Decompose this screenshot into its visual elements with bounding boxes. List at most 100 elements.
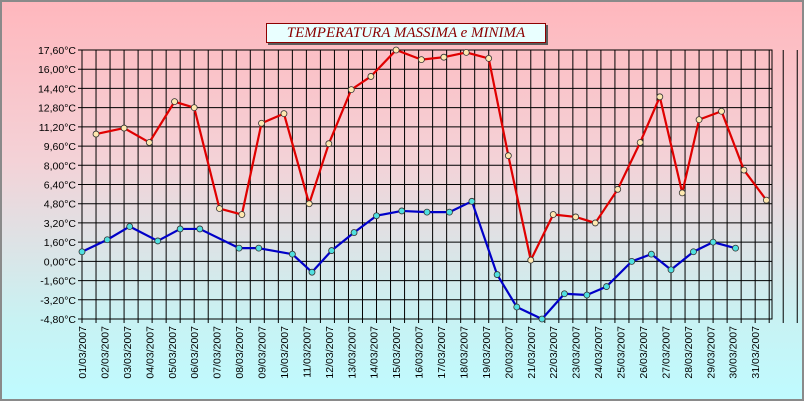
series-0-point [572,213,580,221]
series-0-point [656,93,664,101]
series-0-point [325,140,333,148]
series-1-point [176,225,184,233]
y-tick-label: 11,20°C [39,122,77,134]
series-1-point [603,283,610,290]
series-1-point [732,244,739,252]
x-tick-label: 14/03/2007 [369,326,381,379]
series-0-point [549,211,557,218]
series-0-point [462,49,470,56]
series-0-point [216,205,223,212]
series-1-point [103,236,111,244]
x-tick-label: 19/03/2007 [481,326,493,379]
series-0-point [392,46,400,54]
y-tick-label: -3,20°C [40,295,76,307]
series-0-point [614,185,622,193]
x-tick-label: 31/03/2007 [750,326,762,379]
series-1-point [196,225,204,233]
y-tick-label: 8,00°C [44,160,77,172]
series-1-point [126,223,134,230]
chart-title: TEMPERATURA MASSIMA e MINIMA [266,23,546,43]
series-1-point [709,238,717,246]
y-tick-label: -1,60°C [40,276,76,288]
x-tick-label: 21/03/2007 [526,326,538,379]
series-1-point [78,248,86,256]
series-0-point [92,130,100,138]
x-tick-label: 26/03/2007 [638,326,650,379]
series-0-point [417,56,425,64]
series-1-point [538,315,546,323]
series-1-point [513,303,521,311]
series-0-point [485,55,493,62]
x-tick-label: 02/03/2007 [99,326,111,379]
series-0-point [171,98,178,106]
series-0-point [678,189,686,197]
x-tick-label: 03/03/2007 [122,326,134,379]
x-tick-label: 08/03/2007 [234,326,246,379]
series-1-point [328,247,336,254]
x-tick-label: 25/03/2007 [616,326,628,379]
x-tick-label: 11/03/2007 [301,326,313,378]
x-tick-label: 17/03/2007 [436,326,448,379]
series-0-point [238,211,246,218]
x-tick-label: 13/03/2007 [346,326,358,379]
series-1-point [308,268,316,276]
series-1-point [154,237,162,245]
x-tick-label: 18/03/2007 [458,326,470,379]
x-tick-label: 05/03/2007 [167,326,179,379]
x-tick-label: 29/03/2007 [705,326,717,379]
y-tick-label: 6,40°C [44,180,77,192]
y-tick-label: 4,80°C [44,199,77,211]
x-tick-label: 30/03/2007 [728,326,740,379]
series-0-point [367,73,375,80]
series-0-point [718,107,725,115]
series-1-point [398,207,406,215]
series-0-point [636,139,644,146]
x-tick-label: 23/03/2007 [571,326,583,379]
series-0-point [591,219,599,227]
series-0-point [504,152,512,160]
series-1-point [288,250,296,258]
x-tick-label: 27/03/2007 [660,326,672,379]
x-tick-label: 04/03/2007 [144,326,156,379]
series-1-point [235,244,243,252]
x-tick-label: 22/03/2007 [548,326,560,379]
y-tick-label: 1,60°C [44,237,77,249]
series-0-point [695,116,703,124]
series-1-point [350,229,358,236]
y-tick-label: 17,60°C [38,45,76,57]
series-1-point [446,208,453,216]
series-1-point [690,248,697,256]
series-0-point [190,104,198,112]
x-tick-label: 28/03/2007 [683,326,695,379]
series-0-point [305,200,313,208]
x-tick-label: 10/03/2007 [279,326,291,379]
series-1-point [493,271,501,278]
series-1-point [255,244,263,252]
series-0-point [762,196,770,204]
series-1-point [667,266,675,274]
x-tick-label: 16/03/2007 [414,326,426,379]
series-0-point [527,256,535,264]
series-1-point [423,208,431,216]
x-tick-label: 20/03/2007 [503,326,515,379]
y-tick-label: 0,00°C [44,256,77,268]
series-1-point [583,291,591,299]
x-tick-label: 12/03/2007 [324,326,336,379]
series-0-point [347,86,355,94]
series-0-point [258,119,265,127]
series-0-point [145,139,153,146]
y-tick-label: 14,40°C [38,83,76,95]
series-1-point [373,212,380,220]
series-0-point [280,110,288,118]
series-1-point [561,290,568,298]
y-tick-label: -4,80°C [40,314,76,326]
y-tick-label: 12,80°C [38,103,76,115]
series-0-point [740,166,748,174]
series-0-point [440,53,448,61]
x-tick-label: 01/03/2007 [77,326,89,379]
series-1-point [628,257,636,265]
series-1-point [647,250,655,258]
x-tick-label: 24/03/2007 [593,326,605,379]
